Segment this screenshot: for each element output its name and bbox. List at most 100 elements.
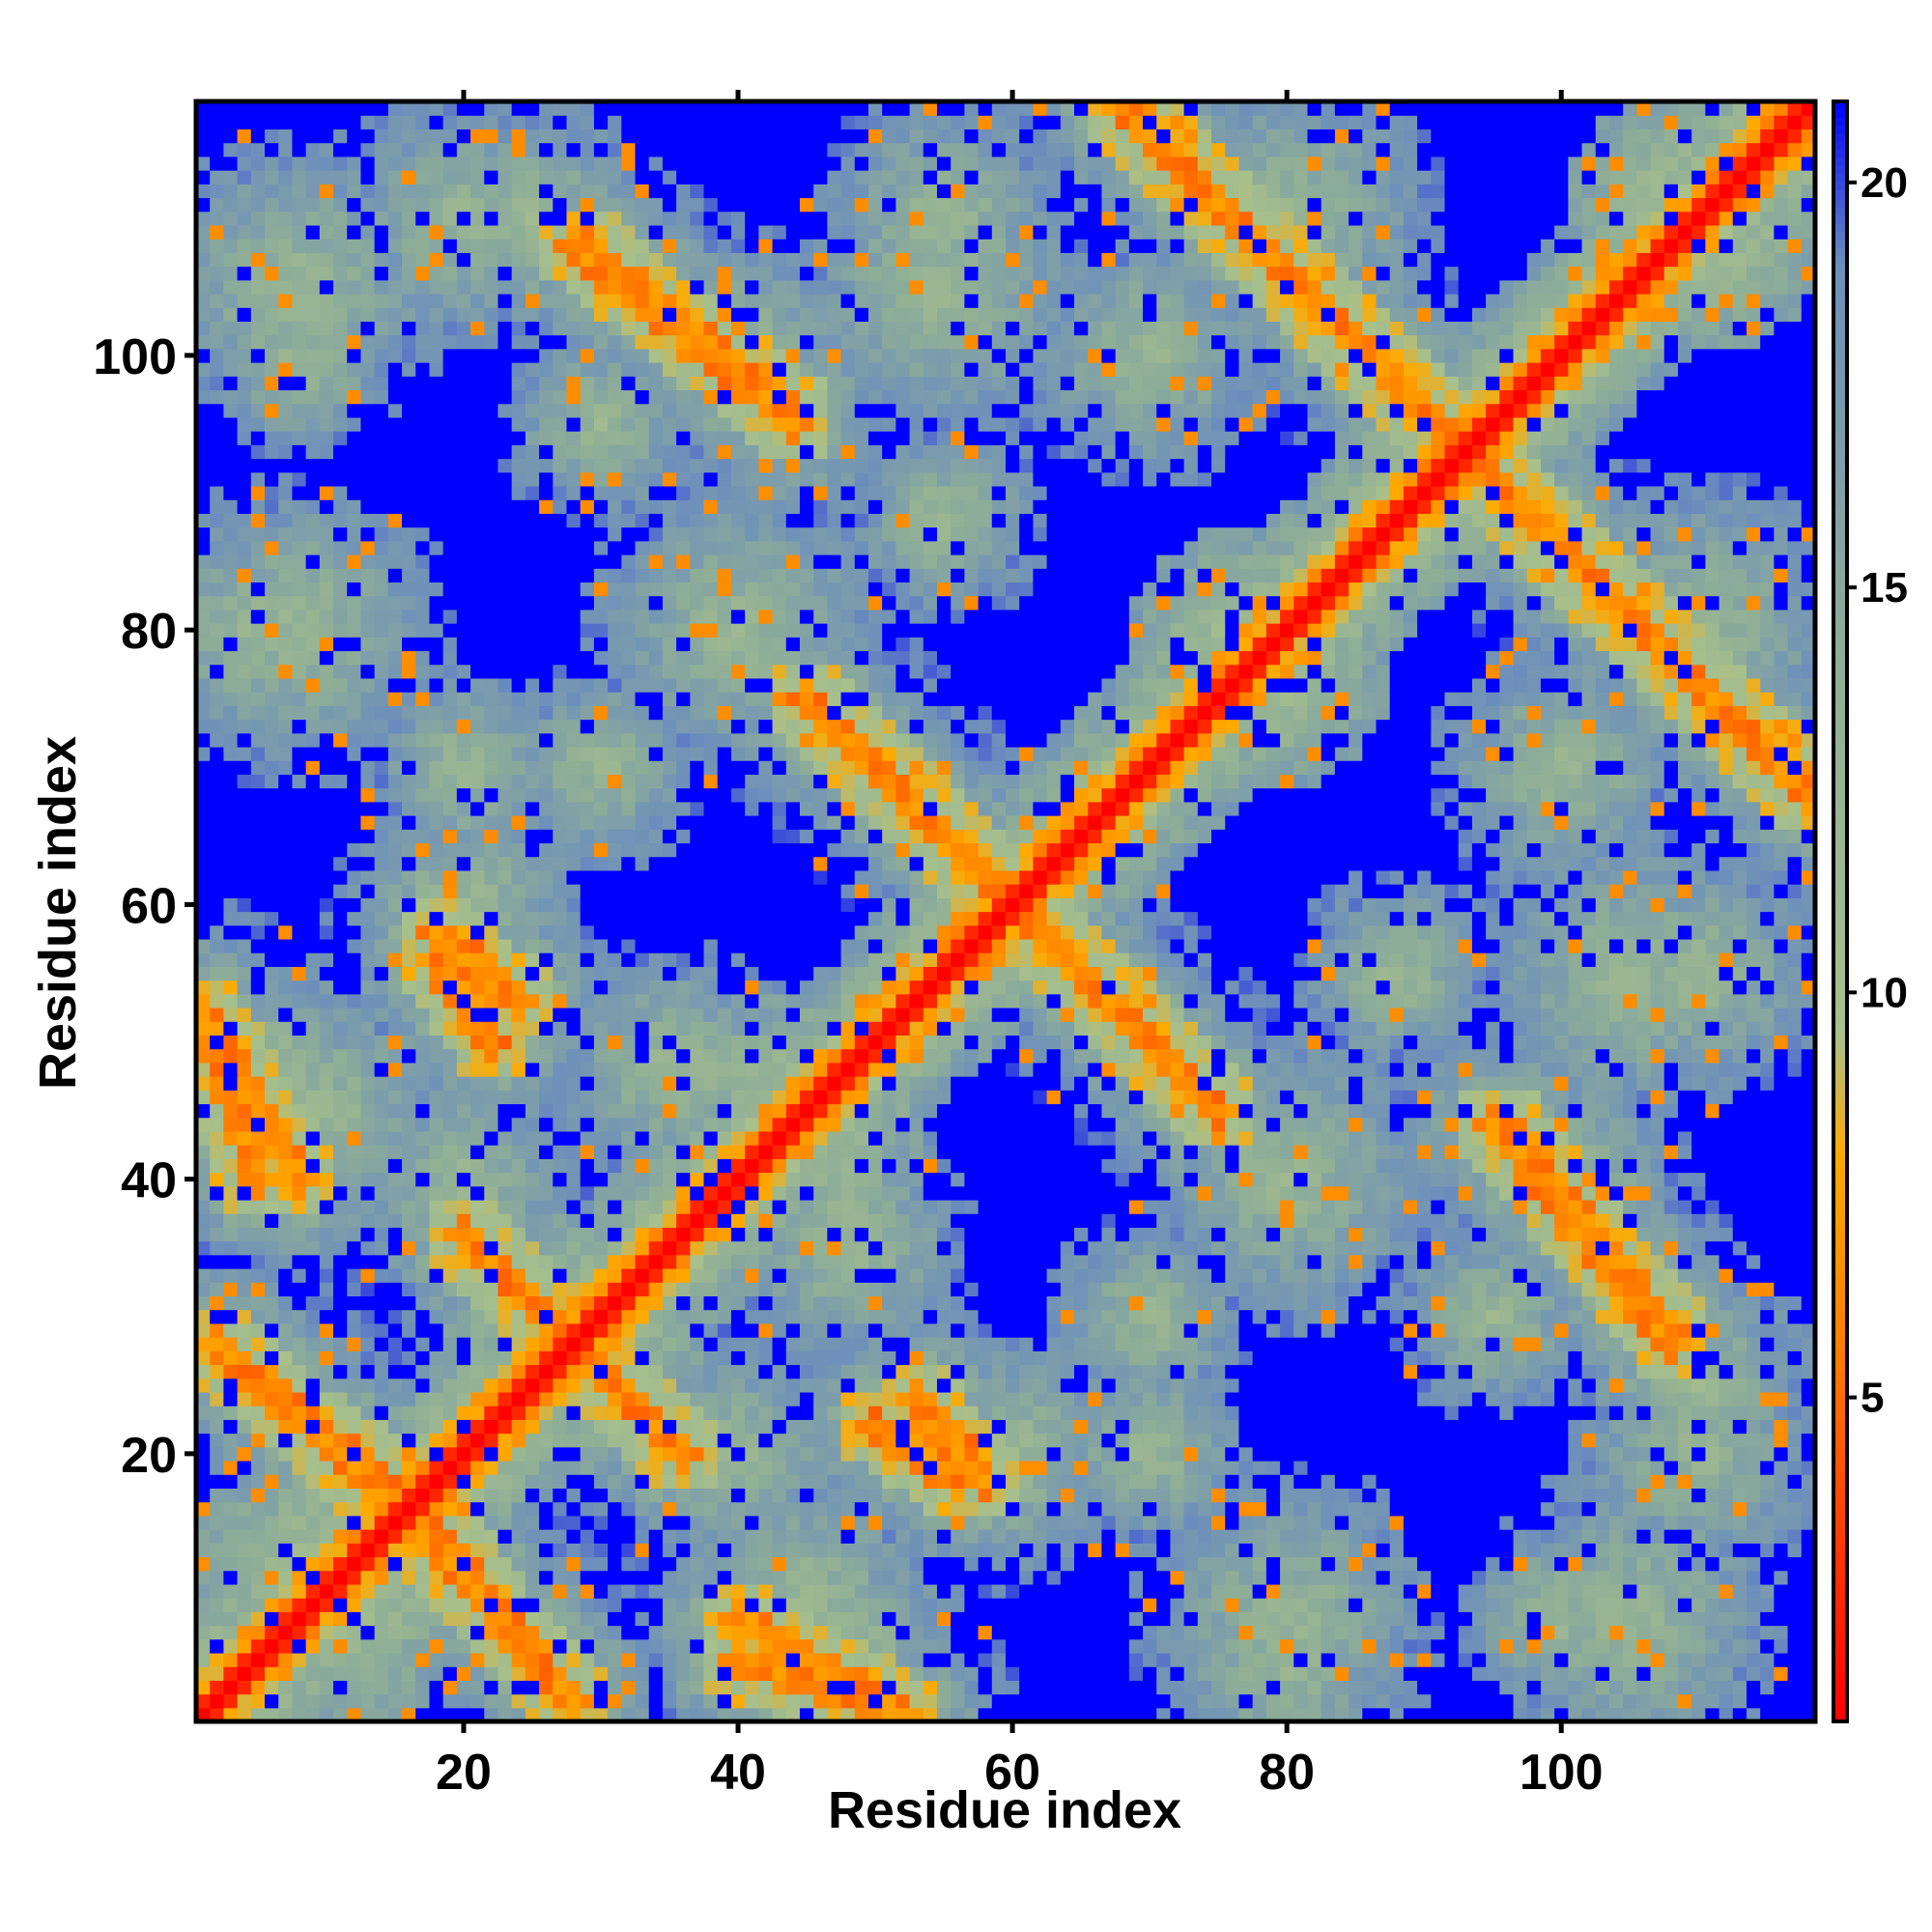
heatmap-cell [676,746,691,761]
heatmap-cell [319,1130,334,1146]
heatmap-cell [265,471,279,487]
heatmap-cell [690,1213,705,1228]
heatmap-cell [456,582,471,597]
heatmap-cell [730,568,746,583]
heatmap-cell [278,1583,294,1599]
heatmap-cell [250,444,266,460]
heatmap-cell [511,1007,526,1022]
heatmap-cell [730,279,746,295]
heatmap-cell [237,897,252,913]
heatmap-cell [511,1543,526,1558]
heatmap-cell [265,362,279,377]
heatmap-cell [265,692,279,706]
heatmap-cell [319,321,334,336]
heatmap-cell [662,1583,677,1599]
heatmap-cell [319,293,334,308]
heatmap-cell [360,389,376,405]
heatmap-cell [703,1598,719,1612]
heatmap-cell [374,568,389,583]
heatmap-cell [662,1337,677,1351]
heatmap-cell [758,1158,774,1174]
heatmap-cell [635,801,650,816]
heatmap-cell [703,293,719,308]
heatmap-cell [429,458,444,473]
heatmap-cell [278,1598,294,1612]
heatmap-cell [196,897,211,913]
heatmap-cell [608,884,622,898]
heatmap-cell [210,1076,224,1091]
heatmap-cell [593,1570,609,1585]
heatmap-cell [525,1130,540,1146]
heatmap-cell [745,1172,759,1187]
heatmap-cell [621,540,637,555]
heatmap-cell [484,1240,499,1256]
heatmap-cell [210,856,224,871]
heatmap-cell [648,1406,664,1420]
heatmap-cell [374,1254,389,1269]
heatmap-cell [305,1172,321,1187]
heatmap-cell [497,856,513,871]
heatmap-cell [292,1378,307,1393]
heatmap-cell [442,321,458,336]
heatmap-cell [484,1199,499,1214]
heatmap-cell [402,897,416,913]
heatmap-cell [730,1295,746,1311]
heatmap-cell [484,856,499,871]
heatmap-cell [347,623,362,638]
heatmap-cell [237,1117,252,1132]
heatmap-cell [690,1529,705,1544]
heatmap-cell [497,1515,513,1530]
heatmap-cell [758,801,774,816]
heatmap-cell [539,595,554,611]
heatmap-cell [566,485,582,500]
heatmap-cell [223,1378,239,1393]
heatmap-cell [210,938,224,953]
heatmap-cell [593,1611,609,1627]
heatmap-cell [497,376,513,391]
heatmap-cell [497,471,513,487]
heatmap-cell [456,444,471,460]
heatmap-cell [608,760,622,775]
heatmap-cell [196,1488,211,1503]
heatmap-cell [566,197,582,213]
heatmap-cell [292,1364,307,1379]
heatmap-cell [553,719,568,734]
heatmap-cell [278,1090,294,1105]
heatmap-cell [429,1693,444,1709]
heatmap-cell [333,197,348,213]
heatmap-cell [758,760,774,775]
heatmap-cell [360,431,376,445]
heatmap-cell [593,1680,609,1695]
heatmap-cell [387,1021,403,1036]
heatmap-cell [621,650,637,666]
heatmap-cell [237,760,252,775]
heatmap-cell [333,1322,348,1338]
heatmap-cell [319,1158,334,1174]
heatmap-cell [553,650,568,666]
heatmap-cell [333,1007,348,1022]
heatmap-cell [456,1254,471,1269]
heatmap-cell [305,211,321,226]
heatmap-cell [539,609,554,624]
heatmap-cell [210,389,224,405]
heatmap-cell [635,1199,650,1214]
heatmap-cell [648,211,664,226]
heatmap-cell [265,1652,279,1667]
heatmap-cell [566,746,582,761]
heatmap-cell [525,321,540,336]
heatmap-cell [593,1268,609,1283]
heatmap-cell [676,1693,691,1709]
heatmap-cell [662,1488,677,1503]
heatmap-cell [347,1446,362,1462]
heatmap-cell [580,115,595,130]
heatmap-cell [250,664,266,679]
heatmap-cell [676,664,691,679]
heatmap-cell [305,485,321,500]
heatmap-cell [635,115,650,130]
heatmap-cell [319,444,334,460]
heatmap-cell [470,1529,485,1544]
heatmap-cell [429,815,444,830]
heatmap-cell [539,334,554,350]
heatmap-cell [196,1419,211,1435]
heatmap-cell [690,842,705,858]
